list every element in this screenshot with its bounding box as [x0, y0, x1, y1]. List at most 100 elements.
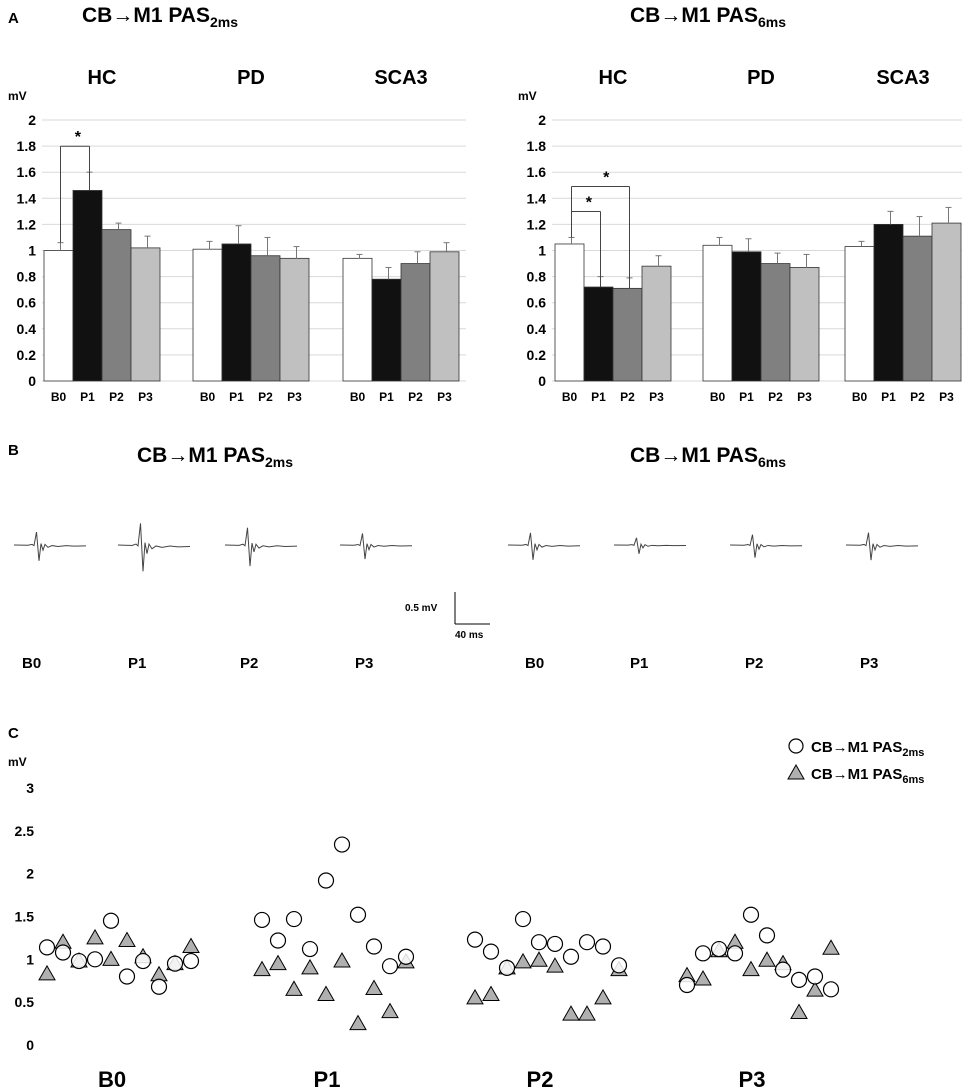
y-tick-label: 0	[28, 373, 36, 389]
circle-point	[86, 951, 104, 968]
mep-trace-b0	[13, 531, 87, 561]
circle-point	[333, 836, 351, 853]
circle-point	[397, 948, 415, 965]
x-category-label: P3	[739, 1067, 766, 1092]
triangle-point	[822, 939, 840, 955]
triangle-point	[349, 1014, 367, 1031]
circle-point	[694, 945, 712, 962]
x-category-label: P1	[314, 1067, 341, 1092]
circle-point	[166, 955, 184, 972]
circle-point	[578, 934, 596, 951]
circle-point	[806, 968, 824, 985]
y-tick-label: 2	[538, 112, 546, 128]
y-tick-label: 2	[28, 112, 36, 128]
triangle-point	[269, 954, 287, 971]
bar-sca3-b0	[844, 246, 875, 382]
triangle-point	[742, 960, 760, 977]
panel-a-left-unit: mV	[8, 89, 27, 103]
circle-point	[118, 968, 136, 985]
panel-c-unit: mV	[8, 755, 27, 769]
mep-traces	[13, 523, 919, 572]
legend-label-2ms: CB→M1 PAS2ms	[811, 739, 924, 759]
y-tick-label: 0.4	[527, 321, 547, 337]
bar-sca3-p2	[400, 263, 431, 382]
bar-pd-b0	[702, 244, 733, 382]
mep-trace-p3	[845, 532, 919, 561]
panel-label-c: C	[8, 725, 19, 742]
bar-chart-6ms: 0 0.2 0.4 0.6 0.8 1 1.2 1.4 1.6 1.8 2 HC B0 P1 P2 P3 PD B…	[527, 67, 962, 404]
x-tick-label: P1	[229, 390, 244, 404]
triangle-point	[333, 952, 351, 968]
y-tick-label: 1	[26, 951, 34, 967]
x-tick-label: P3	[797, 390, 812, 404]
panel-label-b: B	[8, 442, 19, 459]
bar-hc-p2	[101, 229, 132, 382]
x-tick-label: P2	[910, 390, 925, 404]
circle-point	[134, 952, 152, 970]
bar-sca3-p2	[902, 235, 933, 382]
triangle-point	[482, 985, 500, 1001]
legend-triangle-marker	[787, 763, 805, 780]
y-tick-label: 2	[26, 866, 34, 882]
circle-point	[301, 940, 319, 958]
y-tick-label: 1.5	[15, 909, 35, 925]
x-tick-label: P1	[591, 390, 606, 404]
triangle-point	[694, 970, 712, 986]
triangle-point	[253, 960, 271, 977]
panel-a-title-2ms: CB→M1 PAS2ms	[82, 4, 238, 30]
circle-point	[774, 961, 792, 978]
bar-hc-p3	[641, 265, 672, 382]
y-tick-label: 0.6	[527, 295, 547, 311]
triangle-point	[594, 988, 612, 1005]
legend-circle-marker	[788, 738, 804, 754]
scale-bar-time: 40 ms	[455, 630, 484, 641]
x-tick-label: P2	[109, 390, 124, 404]
y-tick-label: 1	[538, 243, 546, 259]
bar-chart-2ms: 0 0.2 0.4 0.6 0.8 1 1.2 1.4 1.6 1.8 2 HC B0 P1 P2 P3 PD B…	[17, 67, 466, 404]
group-title: PD	[747, 67, 775, 89]
circle-point	[70, 952, 88, 970]
x-tick-label: P2	[620, 390, 635, 404]
x-tick-label: P1	[739, 390, 754, 404]
panel-a-title-6ms: CB→M1 PAS6ms	[630, 4, 786, 30]
scatter-chart: 0 0.5 1 1.5 2 2.5 3 B0 P1 P2 P3	[15, 780, 840, 1092]
bar-sca3-b0	[342, 257, 373, 382]
circle-point	[54, 944, 72, 961]
y-tick-label: 0.2	[17, 347, 37, 363]
x-tick-label: B0	[852, 390, 868, 404]
circle-point	[269, 932, 287, 949]
circle-point	[726, 945, 744, 962]
trace-label: P2	[745, 655, 763, 672]
circle-point	[349, 906, 367, 923]
circle-point	[562, 948, 580, 965]
triangle-point	[546, 957, 564, 973]
triangle-point	[381, 1002, 399, 1019]
x-tick-label: B0	[350, 390, 366, 404]
bar-pd-p3	[279, 257, 310, 382]
circle-point	[38, 939, 56, 956]
scale-bar: 0.5 mV 40 ms	[405, 592, 490, 641]
panel-b-title-6ms: CB→M1 PAS6ms	[630, 444, 786, 470]
circle-point	[498, 959, 516, 977]
bar-hc-p1	[72, 190, 103, 382]
bar-sca3-p3	[931, 222, 962, 382]
mep-trace-p3	[339, 533, 413, 560]
circle-point	[466, 931, 484, 948]
y-tick-label: 1.4	[527, 190, 547, 206]
triangle-point	[578, 1005, 596, 1021]
significance-star: *	[603, 169, 610, 186]
x-tick-label: B0	[710, 390, 726, 404]
group-title: HC	[88, 67, 117, 89]
mep-trace-p1	[613, 537, 687, 554]
trace-label: P3	[355, 655, 373, 672]
legend-label-6ms: CB→M1 PAS6ms	[811, 766, 924, 786]
triangle-point	[118, 931, 136, 947]
trace-label: P1	[128, 655, 146, 672]
y-tick-label: 1	[28, 243, 36, 259]
triangle-point	[514, 952, 532, 969]
circle-point	[790, 971, 808, 988]
triangle-point	[285, 980, 303, 996]
bar-hc-p3	[130, 247, 161, 382]
significance-star: *	[75, 129, 82, 146]
y-tick-label: 0.8	[17, 269, 37, 285]
